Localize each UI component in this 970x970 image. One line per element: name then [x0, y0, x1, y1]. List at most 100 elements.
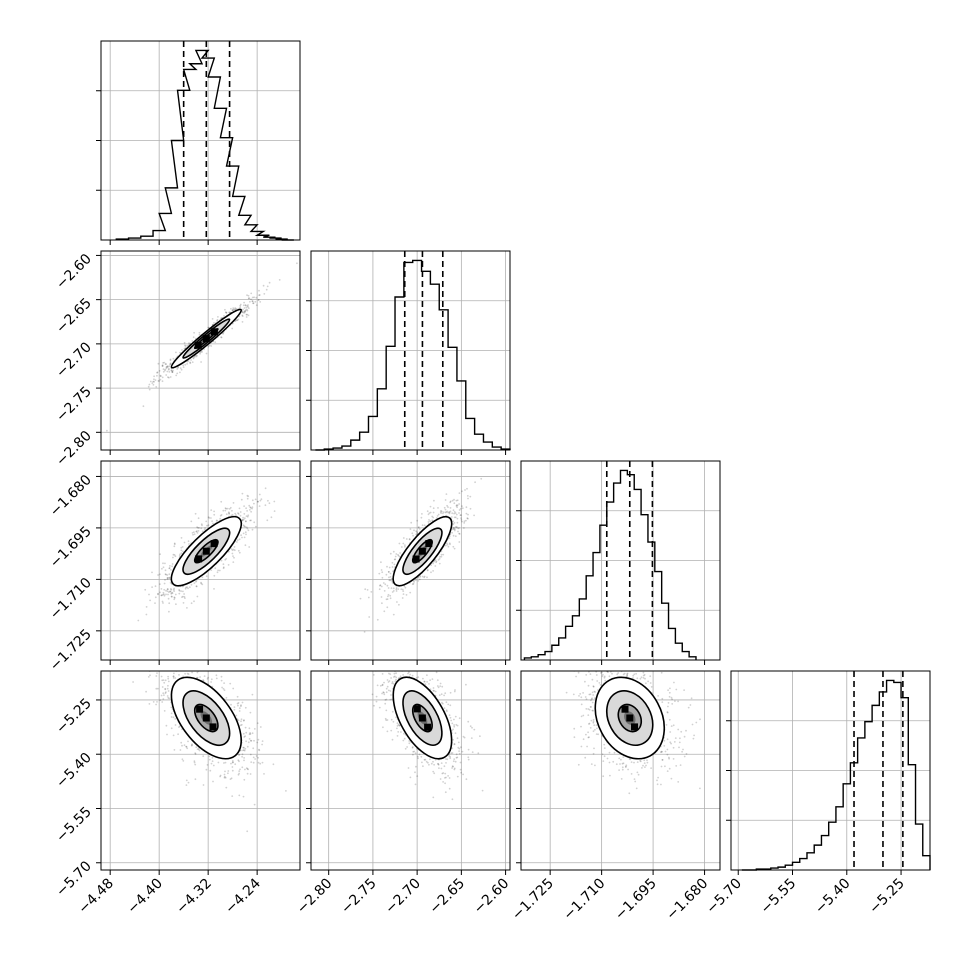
sample-point — [232, 307, 235, 309]
sample-point — [258, 748, 260, 751]
sample-point — [451, 765, 454, 768]
sample-point — [423, 758, 426, 761]
sample-point — [249, 732, 252, 734]
sample-point — [445, 762, 447, 764]
sample-point — [258, 294, 260, 297]
sample-point — [390, 587, 393, 589]
sample-point — [457, 746, 460, 749]
sample-point — [241, 321, 244, 323]
sample-point — [246, 830, 249, 833]
sample-point — [240, 718, 243, 721]
sample-point — [446, 504, 448, 507]
sample-point — [248, 733, 251, 736]
sample-point — [259, 499, 262, 502]
sample-point — [251, 300, 254, 303]
sample-point — [473, 514, 475, 517]
sample-point — [390, 729, 393, 732]
sample-point — [253, 803, 256, 806]
sample-point — [461, 750, 464, 753]
sample-point — [457, 741, 460, 744]
sample-point — [240, 534, 243, 537]
sample-point — [243, 719, 245, 721]
sample-point — [219, 517, 222, 520]
sample-point — [458, 541, 461, 543]
sample-point — [176, 662, 178, 664]
sample-point — [171, 591, 173, 594]
sample-point — [182, 595, 184, 598]
sample-point — [233, 546, 236, 548]
scatter-frame — [310, 670, 511, 871]
sample-point — [166, 365, 168, 368]
sample-point — [153, 375, 156, 378]
sample-point — [172, 588, 175, 591]
sample-point — [456, 499, 459, 502]
sample-point — [399, 552, 401, 554]
sample-point — [166, 687, 169, 690]
sample-point — [171, 668, 173, 670]
sample-point — [456, 504, 459, 507]
sample-point — [448, 511, 451, 513]
sample-point — [607, 661, 609, 663]
sample-point — [273, 500, 276, 503]
sample-point — [393, 558, 396, 561]
sample-point — [187, 781, 190, 784]
sample-point — [458, 509, 461, 511]
sample-point — [431, 515, 434, 518]
sample-point — [460, 514, 462, 516]
sample-point — [183, 595, 186, 598]
sample-point — [385, 598, 388, 601]
sample-point — [416, 755, 419, 758]
sample-point — [185, 745, 188, 748]
sample-point — [449, 757, 452, 760]
sample-point — [443, 694, 445, 697]
sample-point — [172, 553, 175, 556]
sample-point — [238, 707, 241, 710]
sample-point — [388, 672, 390, 675]
sample-point — [161, 593, 164, 596]
scatter-samples — [137, 487, 276, 622]
sample-point — [241, 519, 244, 522]
x-tick-label: −4.40 — [124, 876, 166, 918]
sample-point — [191, 340, 194, 342]
sample-point — [427, 513, 430, 516]
sample-point — [195, 585, 198, 588]
sample-point — [387, 587, 390, 589]
sample-point — [392, 570, 394, 573]
sample-point — [229, 778, 232, 780]
sample-point — [410, 521, 413, 524]
sample-point — [251, 300, 254, 303]
sample-point — [628, 758, 631, 760]
sample-point — [179, 668, 181, 670]
sample-point — [254, 300, 257, 303]
sample-point — [248, 297, 251, 300]
sample-point — [224, 761, 227, 764]
sample-point — [592, 685, 595, 688]
sample-point — [244, 304, 247, 307]
sample-point — [212, 764, 215, 767]
sample-point — [436, 515, 439, 517]
sample-point — [448, 714, 451, 717]
sample-point — [453, 527, 455, 529]
sample-point — [420, 516, 423, 519]
sample-point — [467, 756, 470, 759]
sample-point — [164, 687, 167, 690]
sample-point — [231, 552, 234, 555]
sample-point — [215, 674, 218, 677]
sample-point — [448, 754, 450, 757]
sample-point — [453, 547, 456, 550]
sample-point — [433, 763, 435, 766]
sample-point — [165, 593, 167, 596]
sample-point — [236, 319, 238, 322]
sample-point — [227, 770, 230, 772]
sample-point — [148, 593, 150, 596]
sample-point — [168, 573, 171, 576]
sample-point — [247, 294, 250, 297]
sample-point — [441, 685, 444, 688]
sample-point — [132, 681, 135, 683]
sample-point — [190, 583, 193, 586]
sample-point — [465, 683, 467, 686]
sample-point — [232, 761, 234, 764]
sample-point — [474, 481, 476, 484]
sample-point — [236, 695, 239, 698]
sample-point — [423, 680, 426, 683]
